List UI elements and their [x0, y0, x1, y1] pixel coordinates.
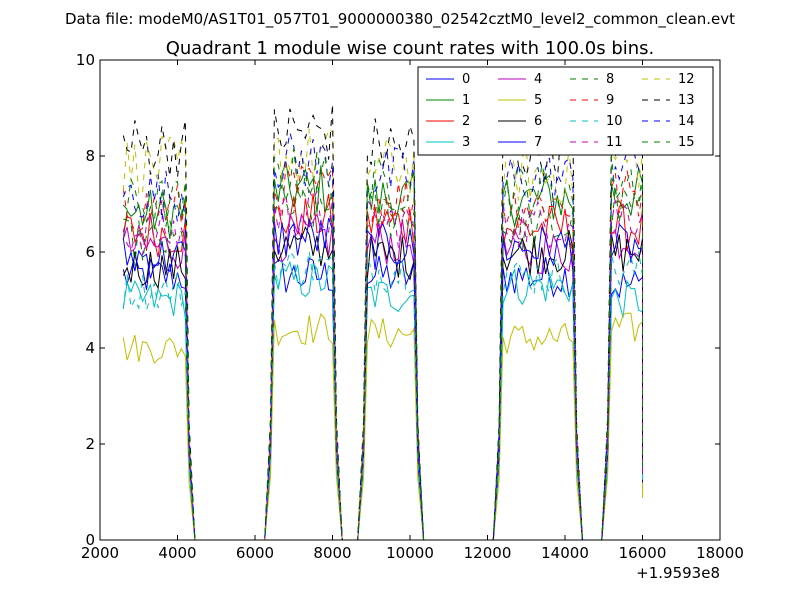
x-tick-label: 12000	[464, 544, 512, 562]
y-tick-label: 4	[85, 339, 95, 357]
series-line-9	[122, 163, 643, 540]
legend-label-13: 13	[678, 93, 695, 108]
y-tick-label: 6	[85, 243, 95, 261]
x-tick-label: 18000	[696, 544, 744, 562]
x-tick-label: 16000	[619, 544, 667, 562]
x-tick-label: 14000	[541, 544, 589, 562]
plot-area	[122, 104, 643, 540]
series-line-4	[122, 212, 643, 540]
legend-box	[417, 66, 714, 156]
legend-label-0: 0	[462, 72, 470, 87]
legend-label-7: 7	[534, 135, 542, 150]
series-line-7	[122, 217, 643, 540]
series-line-3	[122, 260, 643, 540]
legend-label-2: 2	[462, 114, 470, 129]
legend-label-1: 1	[462, 93, 470, 108]
series-line-1	[122, 161, 643, 540]
series-line-6	[122, 225, 643, 540]
x-tick-label: 6000	[236, 544, 274, 562]
axes: 2000 4000 6000 8000 10000 12000 14000 16000 1800…	[76, 51, 744, 562]
y-tick-label: 2	[85, 435, 95, 453]
legend-label-4: 4	[534, 72, 542, 87]
legend-label-8: 8	[606, 72, 614, 87]
x-tick-label: 10000	[386, 544, 434, 562]
legend-label-5: 5	[534, 93, 542, 108]
x-axis-offset-label: +1.9593e8	[636, 564, 720, 582]
legend-label-6: 6	[534, 114, 542, 129]
y-tick-label: 10	[76, 51, 95, 69]
legend-label-10: 10	[606, 114, 623, 129]
legend-label-14: 14	[678, 114, 695, 129]
series-group	[122, 104, 643, 540]
legend-label-9: 9	[606, 93, 614, 108]
chart-title: Quadrant 1 module wise count rates with …	[166, 38, 655, 59]
legend-label-15: 15	[678, 135, 695, 150]
chart-suptitle: Data file: modeM0/AS1T01_057T01_90000003…	[65, 10, 735, 29]
series-line-13	[122, 104, 643, 540]
legend-label-11: 11	[606, 135, 623, 150]
series-line-5	[122, 312, 643, 540]
x-tick-label: 8000	[313, 544, 351, 562]
y-tick-label: 8	[85, 147, 95, 165]
x-tick-label: 4000	[158, 544, 196, 562]
series-line-11	[122, 189, 643, 540]
series-line-8	[123, 183, 643, 540]
x-tick-label: 2000	[81, 544, 119, 562]
series-line-14	[122, 132, 643, 540]
legend-label-3: 3	[462, 135, 470, 150]
legend-label-12: 12	[678, 72, 695, 87]
series-line-0	[122, 253, 643, 540]
series-line-10	[122, 250, 643, 540]
series-line-15	[122, 148, 643, 540]
y-tick-label: 0	[85, 531, 95, 549]
